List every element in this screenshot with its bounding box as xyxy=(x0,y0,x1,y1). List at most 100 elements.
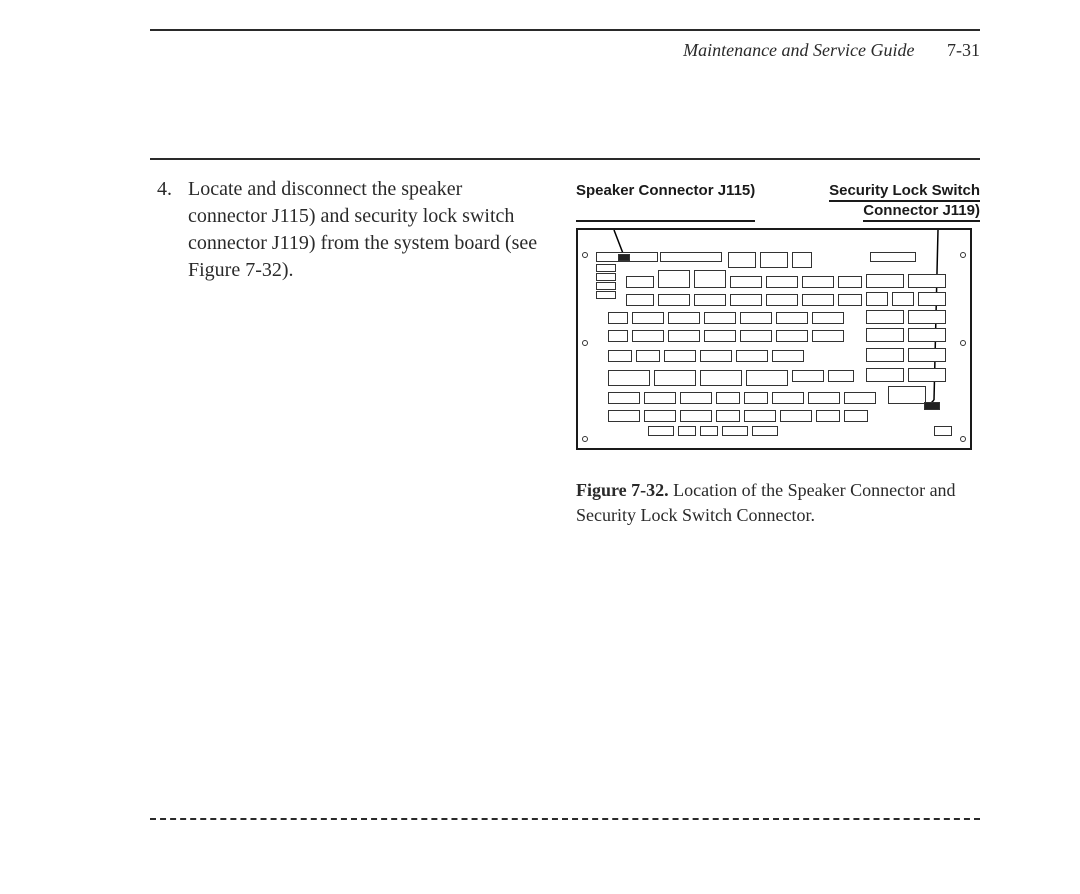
header-title: Maintenance and Service Guide xyxy=(683,40,914,60)
board-chip xyxy=(608,410,640,422)
speaker-connector-j115 xyxy=(618,254,630,261)
board-chip xyxy=(746,370,788,386)
board-chip xyxy=(730,276,762,288)
system-board-diagram xyxy=(576,228,972,450)
board-chip xyxy=(680,392,712,404)
step-number: 4. xyxy=(150,176,172,528)
board-chip xyxy=(866,348,904,362)
board-chip xyxy=(700,370,742,386)
board-chip xyxy=(752,426,778,436)
board-chip xyxy=(644,392,676,404)
board-chip xyxy=(668,312,700,324)
board-chip xyxy=(704,312,736,324)
board-chip xyxy=(838,276,862,288)
board-chip xyxy=(730,294,762,306)
bottom-rule xyxy=(150,818,980,820)
board-chip xyxy=(744,392,768,404)
board-chip xyxy=(608,392,640,404)
board-chip xyxy=(866,310,904,324)
board-chip xyxy=(772,392,804,404)
board-chip xyxy=(704,330,736,342)
board-chip xyxy=(596,264,616,272)
screw-hole xyxy=(582,436,588,442)
page: Maintenance and Service Guide 7-31 4. Lo… xyxy=(0,0,1080,894)
board-chip xyxy=(608,370,650,386)
board-chip xyxy=(866,328,904,342)
board-chip xyxy=(772,350,804,362)
board-chip xyxy=(644,410,676,422)
board-chip xyxy=(716,392,740,404)
board-chip xyxy=(658,294,690,306)
board-chip xyxy=(608,312,628,324)
label-security-line2: Connector J119) xyxy=(863,202,980,222)
security-lock-connector-j119 xyxy=(924,402,940,410)
board-chip xyxy=(934,426,952,436)
label-security-lock: Security Lock Switch Connector J119) xyxy=(829,182,980,222)
board-chip xyxy=(844,392,876,404)
board-chip xyxy=(908,348,946,362)
board-chip xyxy=(888,386,926,404)
board-chip xyxy=(626,294,654,306)
board-chip xyxy=(664,350,696,362)
board-chip xyxy=(700,350,732,362)
board-chip xyxy=(766,294,798,306)
board-chip xyxy=(792,252,812,268)
step-block: 4. Locate and disconnect the speaker con… xyxy=(150,176,540,528)
figure-number: Figure 7-32. xyxy=(576,480,669,500)
content-top-rule xyxy=(150,158,980,160)
screw-hole xyxy=(960,252,966,258)
board-chip xyxy=(812,312,844,324)
label-speaker-connector: Speaker Connector J115) xyxy=(576,182,755,222)
board-chip xyxy=(792,370,824,382)
board-chip xyxy=(658,270,690,288)
board-chip xyxy=(802,276,834,288)
board-chip xyxy=(812,330,844,342)
board-chip xyxy=(844,410,868,422)
board-chip xyxy=(828,370,854,382)
board-chip xyxy=(636,350,660,362)
board-chip xyxy=(870,252,916,262)
board-chip xyxy=(596,291,616,299)
body: 4. Locate and disconnect the speaker con… xyxy=(150,176,980,528)
board-chip xyxy=(700,426,718,436)
screw-hole xyxy=(582,252,588,258)
board-chip xyxy=(648,426,674,436)
board-chip xyxy=(680,410,712,422)
board-chip xyxy=(668,330,700,342)
board-chip xyxy=(722,426,748,436)
board-chip xyxy=(716,410,740,422)
board-chip xyxy=(596,273,616,281)
board-chip xyxy=(694,270,726,288)
board-chip xyxy=(694,294,726,306)
label-security-line1: Security Lock Switch xyxy=(829,182,980,202)
board-chip xyxy=(802,294,834,306)
board-chip xyxy=(632,312,664,324)
figure-block: Speaker Connector J115) Security Lock Sw… xyxy=(576,176,980,528)
board-chip xyxy=(776,330,808,342)
board-chip xyxy=(766,276,798,288)
board-chip xyxy=(908,328,946,342)
board-chip xyxy=(608,330,628,342)
board-chip xyxy=(816,410,840,422)
board-chip xyxy=(596,282,616,290)
board-chip xyxy=(740,312,772,324)
board-chip xyxy=(736,350,768,362)
board-chip xyxy=(728,252,756,268)
board-chip xyxy=(740,330,772,342)
step-text: Locate and disconnect the speaker connec… xyxy=(188,176,540,528)
board-chip xyxy=(892,292,914,306)
board-chip xyxy=(866,274,904,288)
screw-hole xyxy=(960,436,966,442)
board-chip xyxy=(626,276,654,288)
board-chip xyxy=(866,292,888,306)
board-chip xyxy=(776,312,808,324)
page-number: 7-31 xyxy=(947,40,980,60)
board-chip xyxy=(838,294,862,306)
running-header: Maintenance and Service Guide 7-31 xyxy=(683,40,980,61)
board-chip xyxy=(654,370,696,386)
top-rule xyxy=(150,29,980,31)
board-chip xyxy=(744,410,776,422)
board-chip xyxy=(908,310,946,324)
board-chip xyxy=(918,292,946,306)
board-chip xyxy=(632,330,664,342)
